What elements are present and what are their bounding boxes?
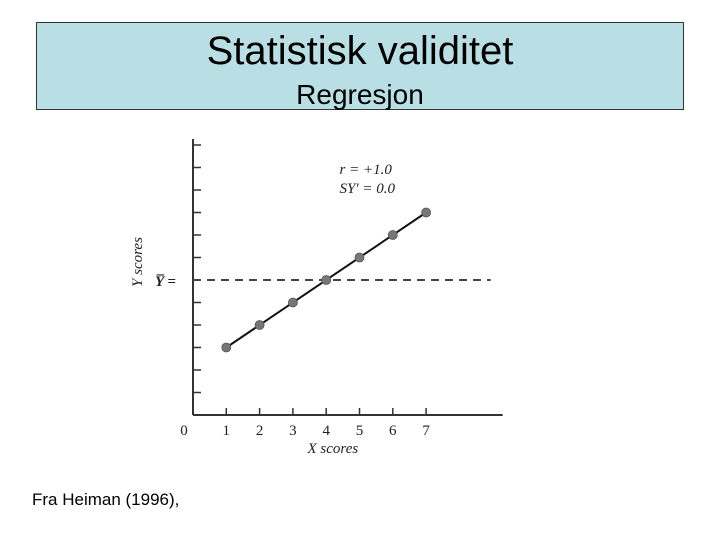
chart-svg: Y̅ = 0 1 2 3 4 5 6 7 X scores Y scores r = +1.0 SY… xyxy=(130,139,503,457)
x-tick-label: 5 xyxy=(356,423,364,439)
x-tick-label: 7 xyxy=(422,423,430,439)
x-tick-label: 1 xyxy=(223,423,231,439)
x-tick-label: 6 xyxy=(389,423,397,439)
title-box: Statistisk validitet Regresjon xyxy=(36,22,684,110)
slide-subtitle: Regresjon xyxy=(296,79,424,110)
stat-annotation: r = +1.0 xyxy=(340,162,393,178)
regression-chart: Y̅ = 0 1 2 3 4 5 6 7 X scores Y scores r = +1.0 SY… xyxy=(120,122,550,494)
data-point xyxy=(321,275,332,285)
x-tick-label: 3 xyxy=(289,423,297,439)
data-point xyxy=(221,342,232,353)
x-axis-label: X scores xyxy=(307,441,359,457)
stat-annotation: SY′ = 0.0 xyxy=(340,181,396,197)
slide-title: Statistisk validitet xyxy=(206,29,514,73)
source-credit: Fra Heiman (1996), xyxy=(32,490,180,509)
y-axis-label: Y scores xyxy=(130,237,146,287)
data-point xyxy=(421,207,432,218)
data-point xyxy=(254,320,265,330)
data-point xyxy=(387,230,398,240)
mean-label: Y̅ = xyxy=(155,274,176,290)
data-point xyxy=(354,252,365,263)
x-tick-label: 2 xyxy=(256,423,264,439)
x-tick-label: 0 xyxy=(180,423,188,439)
data-point xyxy=(287,297,298,308)
x-tick-label: 4 xyxy=(322,423,330,439)
